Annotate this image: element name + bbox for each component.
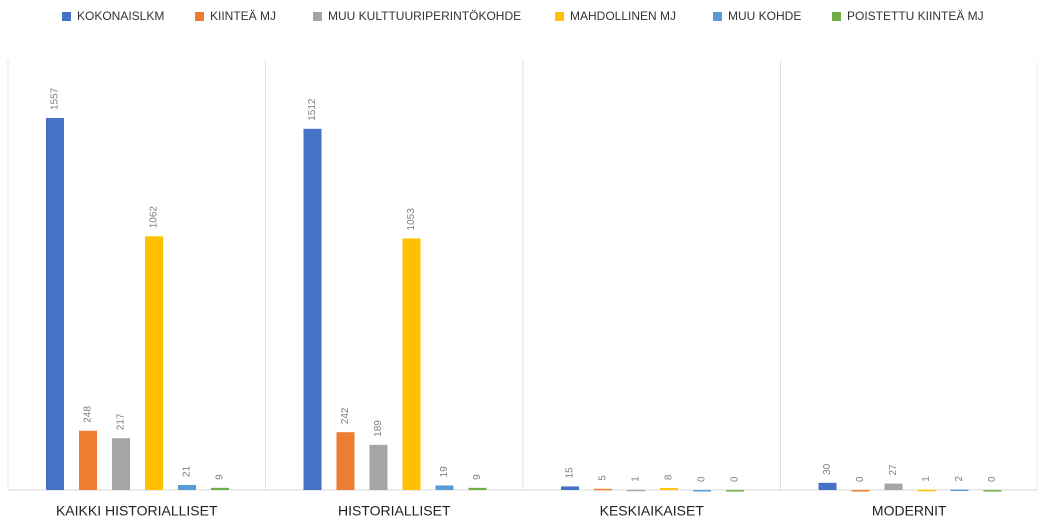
- value-label: 1062: [149, 206, 160, 229]
- value-label: 217: [116, 413, 127, 430]
- value-label: 0: [855, 476, 866, 482]
- bar: [145, 236, 163, 490]
- bar: [660, 488, 678, 490]
- bar: [983, 490, 1002, 492]
- legend-swatch: [555, 12, 564, 21]
- bar: [402, 238, 421, 490]
- value-label: 0: [987, 476, 998, 482]
- value-label: 1053: [406, 208, 417, 231]
- bar: [46, 118, 64, 491]
- value-label: 27: [888, 464, 899, 476]
- bar: [211, 487, 229, 490]
- legend-label: MUU KOHDE: [728, 9, 801, 23]
- value-label: 0: [730, 476, 741, 482]
- value-label: 242: [340, 407, 351, 424]
- bar: [435, 485, 454, 490]
- value-label: 30: [822, 463, 833, 475]
- bar: [693, 490, 711, 492]
- legend-label: KIINTEÄ MJ: [210, 9, 276, 23]
- legend-swatch: [713, 12, 722, 21]
- legend-label: KOKONAISLKM: [77, 9, 164, 23]
- value-label: 8: [664, 474, 675, 480]
- legend-swatch: [195, 12, 204, 21]
- value-label: 2: [954, 476, 965, 482]
- value-label: 21: [182, 465, 193, 477]
- value-label: 248: [83, 406, 94, 423]
- bar: [336, 432, 355, 490]
- value-label: 1557: [50, 87, 61, 110]
- value-label: 15: [565, 467, 576, 479]
- value-label: 9: [215, 474, 226, 480]
- legend-label: POISTETTU KIINTEÄ MJ: [847, 9, 984, 23]
- value-label: 19: [439, 466, 450, 478]
- bar: [726, 490, 744, 492]
- bar: [884, 483, 903, 490]
- bar: [303, 128, 322, 491]
- bar: [917, 489, 936, 492]
- value-label: 1512: [307, 98, 318, 121]
- bar: [369, 444, 388, 490]
- value-label: 9: [472, 474, 483, 480]
- x-tick-label: MODERNIT: [872, 503, 947, 519]
- bar: [818, 482, 837, 490]
- legend-swatch: [832, 12, 841, 21]
- bar: [79, 430, 97, 490]
- bar: [851, 490, 870, 492]
- x-tick-label: HISTORIALLISET: [338, 503, 451, 519]
- bar: [112, 438, 130, 490]
- bar: [594, 488, 612, 491]
- legend-label: MAHDOLLINEN MJ: [570, 9, 676, 23]
- value-label: 0: [697, 476, 708, 482]
- bar: [627, 489, 645, 492]
- value-label: 1: [631, 476, 642, 482]
- bar: [950, 489, 969, 492]
- value-label: 189: [373, 420, 384, 437]
- value-label: 5: [598, 475, 609, 481]
- legend-swatch: [62, 12, 71, 21]
- legend-swatch: [313, 12, 322, 21]
- bar: [561, 486, 579, 490]
- x-tick-label: KAIKKI HISTORIALLISET: [56, 503, 218, 519]
- x-tick-label: KESKIAIKAISET: [600, 503, 705, 519]
- bar: [468, 487, 487, 490]
- legend-label: MUU KULTTUURIPERINTÖKOHDE: [328, 9, 521, 23]
- value-label: 1: [921, 476, 932, 482]
- bar: [178, 484, 196, 490]
